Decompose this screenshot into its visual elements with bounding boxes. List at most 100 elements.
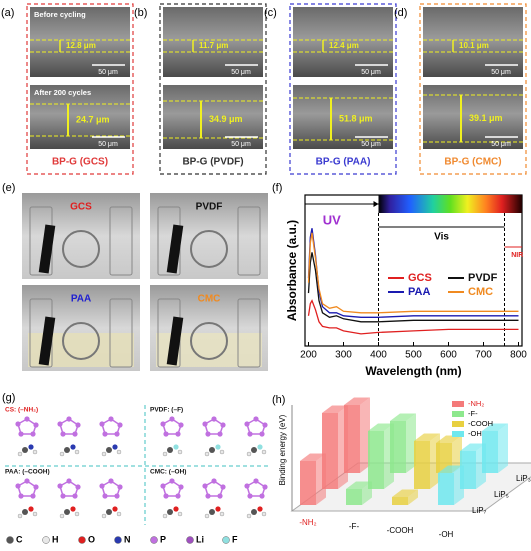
atom [75,422,81,428]
atom [66,478,72,484]
atom [57,483,63,489]
atom [204,451,210,457]
atom [169,416,175,422]
bar-side [476,443,486,489]
depth-tick-label: LiP₅ [494,490,509,499]
atom [72,431,78,437]
atom [15,483,21,489]
atom [99,483,105,489]
y-axis-label: Binding energy (eV) [278,414,287,485]
quadrant-title: PAA: (–COOH) [5,469,50,476]
atom [257,506,263,512]
atom [108,416,114,422]
atom [60,493,66,499]
atom [246,451,252,457]
bar-front [368,431,384,489]
series-line [307,299,519,335]
atom [28,506,34,512]
atom-legend-dot [114,536,122,544]
panel-label: (g) [2,392,15,404]
scale-label: 50 μm [231,69,251,76]
atom [205,431,211,437]
atom [32,449,38,455]
binder-name: BP-G (GCS) [52,157,108,168]
atom [246,513,252,519]
atom [205,493,211,499]
atom-legend-label: N [124,534,131,544]
thickness-label: 10.1 μm [459,41,489,50]
atom-legend-dot [6,536,14,544]
atom [204,513,210,519]
atom [262,484,268,490]
atom [102,431,108,437]
atom [177,449,183,455]
atom [202,421,208,427]
atom [261,449,267,455]
atom [70,506,76,512]
atom [169,478,175,484]
atom [99,421,105,427]
atom [175,493,181,499]
bar-top [414,433,440,441]
legend-swatch [452,411,464,417]
atom [30,493,36,499]
bar-top [300,453,326,461]
atom-legend-dot [78,536,86,544]
vial [109,298,133,368]
atom [114,431,120,437]
quadrant-title: PVDF: (–F) [150,407,183,414]
panel-label: (f) [272,182,282,194]
bar-top [438,465,464,473]
atom [217,431,223,437]
panel-frame [419,3,527,175]
atom [220,484,226,490]
thickness-label: 39.1 μm [469,113,503,123]
vial [109,206,133,276]
atom [114,493,120,499]
atom [178,422,184,428]
atom [66,416,72,422]
legend-label: -COOH [468,419,493,428]
atom [178,484,184,490]
panel-label: (d) [394,7,407,19]
atom [59,513,65,519]
atom-legend-label: H [52,534,59,544]
legend-label: -NH₂ [468,399,484,408]
sem-image [293,85,393,149]
atom [175,431,181,437]
photo-label: PAA [71,294,91,305]
atom [117,422,123,428]
bar-top [368,423,394,431]
atom [22,509,28,515]
bar-front [392,497,408,505]
atom [18,431,24,437]
bar-top [436,435,462,443]
bar-side [408,489,418,505]
binder-name: BP-G (PAA) [316,157,371,168]
atom [64,509,70,515]
condition-label: After 200 cycles [34,88,91,97]
bar-front [438,473,454,505]
atom [259,493,265,499]
bar-top [346,481,372,489]
atom [167,447,173,453]
atom [24,416,30,422]
atom [75,484,81,490]
atom-legend-label: Li [196,534,204,544]
x-tick-label: -COOH [387,526,414,535]
thickness-label: 12.8 μm [66,41,96,50]
atom [211,478,217,484]
atom [15,421,21,427]
atom-legend-label: F [232,534,238,544]
region-label: NIR [511,252,523,259]
region-label: Vis [434,232,449,243]
bar-top [344,397,370,405]
legend-label: GCS [408,272,432,284]
bar-side [430,433,440,489]
thickness-label: 34.9 μm [209,114,243,124]
atom [217,493,223,499]
atom [60,431,66,437]
atom [211,416,217,422]
bar-side [362,481,372,505]
